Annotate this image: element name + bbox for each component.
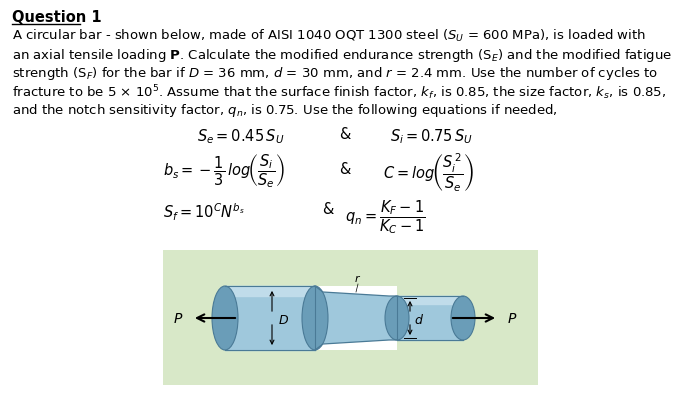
Text: $q_n = \dfrac{K_F - 1}{K_C - 1}$: $q_n = \dfrac{K_F - 1}{K_C - 1}$ [345, 198, 426, 236]
Polygon shape [315, 340, 397, 350]
Ellipse shape [385, 296, 409, 340]
Text: $S_f = 10^C N^{b_s}$: $S_f = 10^C N^{b_s}$ [163, 202, 245, 223]
Text: $D$: $D$ [278, 314, 289, 326]
Text: &: & [322, 202, 333, 217]
Bar [397, 296, 463, 340]
Text: A circular bar - shown below, made of AISI 1040 OQT 1300 steel ($S_U$ = 600 MPa): A circular bar - shown below, made of AI… [12, 28, 646, 44]
Bar [225, 286, 315, 350]
Text: $b_s = -\dfrac{1}{3}\,log\!\left(\dfrac{S_i}{S_e}\right)$: $b_s = -\dfrac{1}{3}\,log\!\left(\dfrac{… [163, 152, 285, 190]
Ellipse shape [451, 296, 475, 340]
Ellipse shape [302, 286, 328, 350]
Text: strength (S$_F$) for the bar if $D$ = 36 mm, $d$ = 30 mm, and $r$ = 2.4 mm. Use : strength (S$_F$) for the bar if $D$ = 36… [12, 65, 658, 82]
Polygon shape [315, 286, 397, 296]
Text: an axial tensile loading $\mathbf{P}$. Calculate the modified endurance strength: an axial tensile loading $\mathbf{P}$. C… [12, 47, 672, 64]
Text: $S_e = 0.45\,S_U$: $S_e = 0.45\,S_U$ [197, 127, 284, 146]
Text: fracture to be 5 $\times$ 10$^5$. Assume that the surface finish factor, $k_f$, : fracture to be 5 $\times$ 10$^5$. Assume… [12, 84, 666, 102]
Ellipse shape [212, 286, 238, 350]
Text: &: & [340, 127, 351, 142]
Text: &: & [340, 162, 351, 177]
Text: $P$: $P$ [173, 312, 183, 326]
Bar [163, 250, 538, 385]
Text: $C = log\!\left(\dfrac{S_i^{\,2}}{S_e}\right)$: $C = log\!\left(\dfrac{S_i^{\,2}}{S_e}\r… [383, 152, 474, 195]
Bar [225, 286, 315, 296]
Bar [397, 296, 463, 304]
Text: $d$: $d$ [414, 313, 424, 327]
Text: and the notch sensitivity factor, $q_n$, is 0.75. Use the following equations if: and the notch sensitivity factor, $q_n$,… [12, 102, 558, 119]
Text: $r$: $r$ [354, 273, 362, 284]
Text: $P$: $P$ [507, 312, 517, 326]
Text: $S_i = 0.75\,S_U$: $S_i = 0.75\,S_U$ [390, 127, 473, 146]
Polygon shape [315, 286, 397, 350]
Text: Question 1: Question 1 [12, 10, 102, 25]
